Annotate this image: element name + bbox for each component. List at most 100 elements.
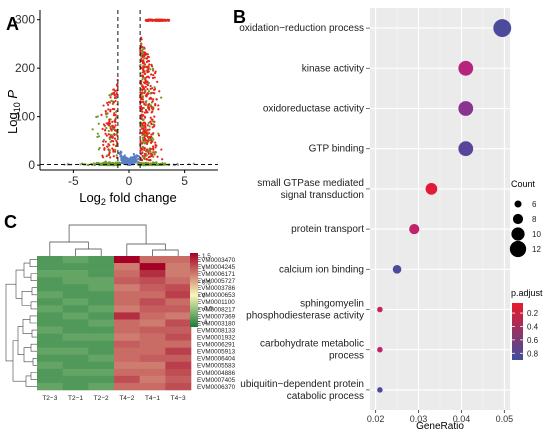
row-dendrogram-branch bbox=[22, 319, 32, 334]
go-term-label: oxidoreductase activity bbox=[263, 104, 364, 115]
heatmap-cell bbox=[114, 326, 140, 334]
volcano-point-sig bbox=[157, 104, 160, 107]
heatmap-column-label: T2−1 bbox=[68, 395, 83, 402]
volcano-point-sig bbox=[160, 96, 163, 99]
volcano-point-ns bbox=[121, 161, 124, 165]
heatmap-cell bbox=[37, 256, 63, 264]
volcano-point-fc bbox=[95, 161, 98, 165]
volcano-point-sig bbox=[143, 115, 146, 118]
heatmap-cell bbox=[165, 319, 192, 327]
volcano-point-sig bbox=[147, 121, 150, 124]
row-dendrogram-branch bbox=[30, 301, 37, 310]
column-dendrogram bbox=[49, 224, 179, 256]
volcano-point-sig bbox=[146, 87, 149, 91]
volcano-point-sig bbox=[141, 52, 144, 55]
heatmap-row-label: EVM0005727 bbox=[197, 278, 236, 285]
volcano-y-label-suffix: P bbox=[5, 90, 20, 103]
heatmap-cell bbox=[37, 326, 63, 334]
count-legend-dot bbox=[514, 200, 522, 208]
volcano-point-sig bbox=[141, 85, 144, 88]
volcano-point-sig bbox=[109, 108, 112, 111]
volcano-point-sig bbox=[142, 100, 145, 104]
volcano-point-sig bbox=[150, 153, 153, 156]
volcano-point-sig bbox=[103, 128, 107, 132]
heatmap-cell bbox=[139, 333, 166, 341]
row-dendrogram-branch bbox=[30, 343, 37, 352]
volcano-point-sig bbox=[157, 132, 160, 135]
volcano-point-sig bbox=[107, 108, 110, 111]
heatmap-cell bbox=[37, 284, 63, 292]
go-term-label: small GTPase mediated bbox=[257, 178, 364, 189]
volcano-point-sig bbox=[105, 115, 108, 118]
heatmap-cell bbox=[37, 305, 63, 313]
row-dendrogram-branch bbox=[31, 329, 37, 338]
heatmap-cell bbox=[37, 333, 63, 341]
heatmap-cell bbox=[114, 361, 140, 370]
volcano-point-sig bbox=[141, 123, 144, 126]
volcano-point-sig bbox=[145, 100, 148, 103]
volcano-point-sig bbox=[146, 140, 149, 143]
heatmap-cell bbox=[88, 319, 115, 327]
volcano-point-capped bbox=[147, 18, 151, 22]
volcano-point-sig bbox=[152, 91, 155, 94]
volcano-point-sig bbox=[161, 158, 164, 161]
column-dendrogram-branch bbox=[75, 248, 102, 256]
heatmap-cell bbox=[37, 270, 63, 278]
volcano-point-sig bbox=[109, 156, 112, 159]
heatmap-cell bbox=[37, 375, 63, 384]
heatmap-cell bbox=[165, 333, 192, 341]
volcano-point-sig bbox=[158, 90, 161, 93]
volcano-point-sig bbox=[112, 150, 115, 153]
heatmap-cell bbox=[165, 263, 192, 271]
heatmap-scale-label: -0.5 bbox=[202, 306, 213, 313]
heatmap-cell bbox=[165, 291, 192, 299]
volcano-point-fc bbox=[97, 161, 100, 165]
volcano-point-sig bbox=[105, 134, 108, 137]
volcano-point-sig bbox=[114, 148, 117, 151]
volcano-point-sig bbox=[147, 149, 150, 152]
volcano-point-sig bbox=[151, 67, 155, 70]
heatmap-cell bbox=[114, 347, 140, 356]
go-term-label: calcium ion binding bbox=[279, 264, 364, 275]
volcano-point-ns bbox=[131, 159, 135, 163]
padjust-tick-label: 0.4 bbox=[527, 322, 539, 331]
volcano-point-sig bbox=[154, 151, 158, 154]
volcano-point-sig bbox=[113, 120, 116, 123]
volcano-point-ns bbox=[119, 150, 122, 153]
volcano-point-sig bbox=[149, 159, 152, 162]
volcano-point-sig bbox=[146, 55, 149, 59]
volcano-point-sig bbox=[114, 99, 117, 103]
heatmap-cell bbox=[114, 340, 140, 348]
heatmap-scale-label: -1 bbox=[202, 319, 208, 326]
go-term-label: sphingomyelin bbox=[300, 299, 364, 310]
volcano-point-sig bbox=[143, 82, 147, 85]
count-legend-label: 10 bbox=[532, 230, 541, 239]
heatmap-cell bbox=[37, 340, 63, 348]
volcano-y-axis-label: Log10 P bbox=[5, 90, 22, 134]
volcano-point-sig bbox=[112, 91, 116, 94]
volcano-x-label-prefix: Log bbox=[79, 190, 101, 205]
heatmap-row-label: EVM0003180 bbox=[197, 320, 236, 327]
go-dot bbox=[458, 101, 474, 116]
volcano-point-sig bbox=[112, 140, 115, 143]
volcano-point-fc bbox=[114, 161, 118, 164]
volcano-point-sig bbox=[145, 57, 148, 60]
volcano-point-sig bbox=[105, 112, 108, 115]
volcano-y-label-sub: 10 bbox=[12, 102, 22, 112]
heatmap-cell bbox=[114, 354, 140, 363]
volcano-point-sig bbox=[152, 132, 155, 135]
volcano-point-sig bbox=[156, 155, 159, 158]
heatmap-color-scale: 1.5 1 0.5 0 -0.5 -1 bbox=[190, 253, 213, 327]
volcano-point-sig bbox=[103, 146, 106, 150]
go-term-labels: oxidation−reduction process kinase activi… bbox=[239, 23, 370, 402]
go-term-label: process bbox=[329, 351, 364, 362]
volcano-point-capped bbox=[163, 18, 167, 22]
heatmap-row-label: EVM0004245 bbox=[197, 264, 236, 271]
heatmap-row-labels: EVM0003470EVM0004245EVM0006171EVM0005727… bbox=[197, 257, 236, 391]
heatmap-cell bbox=[62, 326, 89, 334]
volcano-point-sig bbox=[142, 155, 145, 159]
heatmap-cell bbox=[62, 333, 89, 341]
volcano-point-sig bbox=[157, 108, 160, 111]
go-dot bbox=[425, 183, 438, 195]
